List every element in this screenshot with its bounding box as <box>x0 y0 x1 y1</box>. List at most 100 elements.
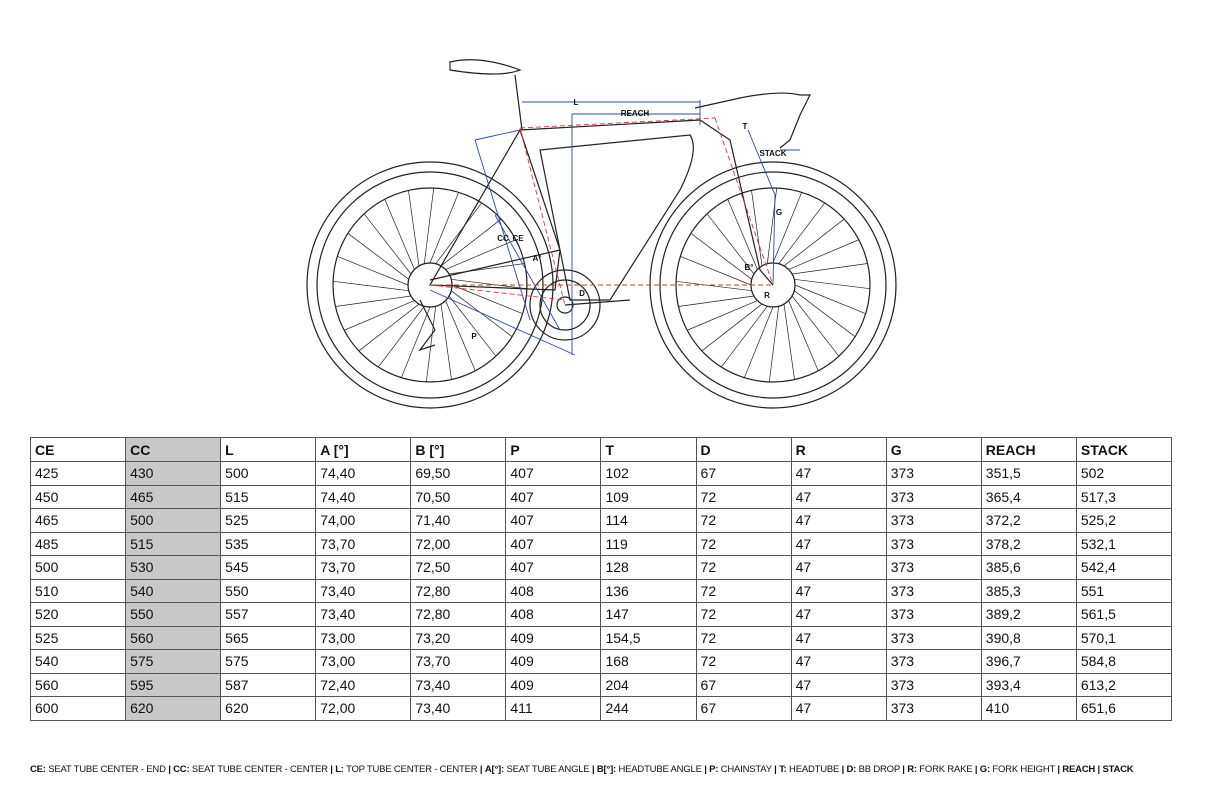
table-cell: 114 <box>600 508 697 533</box>
table-cell: 47 <box>790 508 887 533</box>
table-cell: 72 <box>695 531 792 556</box>
table-cell: 72,40 <box>315 672 412 697</box>
table-cell: 154,5 <box>600 625 697 650</box>
table-cell: 502 <box>1075 461 1173 486</box>
legend-key: G: <box>979 764 990 775</box>
table-cell: 102 <box>600 461 697 486</box>
table-cell: 73,40 <box>315 602 412 627</box>
legend-desc: HEADTUBE ANGLE <box>618 764 702 775</box>
legend-desc: SEAT TUBE CENTER - CENTER <box>191 764 328 775</box>
legend-key: T: <box>779 764 787 775</box>
legend-desc: SEAT TUBE CENTER - END <box>48 764 166 775</box>
table-cell: 73,70 <box>410 649 507 674</box>
table-cell: 47 <box>790 602 887 627</box>
table-cell: 73,40 <box>410 696 507 721</box>
table-cell: 109 <box>600 484 697 509</box>
table-cell: 204 <box>600 672 697 697</box>
legend-separator: | <box>902 764 905 775</box>
table-cell: 67 <box>695 696 792 721</box>
legend: CE: SEAT TUBE CENTER - END | CC: SEAT TU… <box>30 764 1134 775</box>
table-row: 510 540 550 73,40 72,80 408 136 72 47 373 385,3 551 <box>29 578 1173 603</box>
table-cell: 600 <box>29 696 127 721</box>
table-cell: 47 <box>790 461 887 486</box>
table-cell: 390,8 <box>980 625 1077 650</box>
table-row: 485 515 535 73,70 72,00 407 119 72 47 373 378,2 532… <box>29 531 1173 556</box>
legend-key: P: <box>709 764 719 775</box>
legend-desc: SEAT TUBE ANGLE <box>506 764 590 775</box>
bike-drawing <box>306 59 897 409</box>
table-cell: 373 <box>885 649 982 674</box>
legend-key: CE: <box>30 764 46 775</box>
table-cell: 408 <box>505 602 602 627</box>
table-cell: 373 <box>885 508 982 533</box>
table-cell: 69,50 <box>410 461 507 486</box>
table-cell: 73,70 <box>315 555 412 580</box>
table-cell: 373 <box>885 531 982 556</box>
table-cell: 73,40 <box>315 578 412 603</box>
legend-key: B[°]: <box>596 764 617 775</box>
legend-desc: HEADTUBE <box>789 764 840 775</box>
header-cell: B [°] <box>410 437 507 462</box>
table-row: 525 560 565 73,00 73,20 409 154,5 72 47 373 390,8 5… <box>29 625 1173 650</box>
table-cell: 500 <box>29 555 127 580</box>
table-cell: 73,00 <box>315 649 412 674</box>
legend-desc: CHAINSTAY <box>720 764 772 775</box>
header-cell: CE <box>29 437 127 462</box>
table-cell: 373 <box>885 625 982 650</box>
diagram-label: A° <box>533 254 542 263</box>
table-cell: 47 <box>790 555 887 580</box>
table-cell: 565 <box>220 625 317 650</box>
table-cell: 540 <box>125 578 222 603</box>
table-cell: 465 <box>125 484 222 509</box>
table-cell: 373 <box>885 578 982 603</box>
table-cell: 373 <box>885 672 982 697</box>
legend-key: D: <box>846 764 857 775</box>
table-cell: 378,2 <box>980 531 1077 556</box>
table-cell: 74,00 <box>315 508 412 533</box>
table-cell: 560 <box>29 672 127 697</box>
legend-key: REACH <box>1062 764 1096 775</box>
legend-desc: FORK HEIGHT <box>992 764 1055 775</box>
table-row: 465 500 525 74,00 71,40 407 114 72 47 373 372,2 525… <box>29 508 1173 533</box>
table-cell: 542,4 <box>1075 555 1173 580</box>
table-cell: 620 <box>220 696 317 721</box>
table-cell: 373 <box>885 696 982 721</box>
table-cell: 515 <box>220 484 317 509</box>
table-cell: 72 <box>695 484 792 509</box>
table-cell: 535 <box>220 531 317 556</box>
table-cell: 465 <box>29 508 127 533</box>
table-cell: 515 <box>125 531 222 556</box>
table-cell: 365,4 <box>980 484 1077 509</box>
table-cell: 72,80 <box>410 602 507 627</box>
legend-desc: BB DROP <box>858 764 900 775</box>
table-cell: 561,5 <box>1075 602 1173 627</box>
table-cell: 450 <box>29 484 127 509</box>
table-cell: 584,8 <box>1075 649 1173 674</box>
table-cell: 500 <box>125 508 222 533</box>
table-cell: 500 <box>220 461 317 486</box>
diagram-label: STACK <box>760 149 787 158</box>
table-cell: 72 <box>695 578 792 603</box>
table-cell: 396,7 <box>980 649 1077 674</box>
legend-desc: FORK RAKE <box>919 764 973 775</box>
table-cell: 620 <box>125 696 222 721</box>
table-cell: 430 <box>125 461 222 486</box>
table-cell: 530 <box>125 555 222 580</box>
table-cell: 47 <box>790 578 887 603</box>
table-cell: 510 <box>29 578 127 603</box>
legend-separator: | <box>1097 764 1101 775</box>
table-cell: 373 <box>885 602 982 627</box>
table-cell: 393,4 <box>980 672 1077 697</box>
diagram-label: P <box>471 332 477 341</box>
legend-key: L: <box>335 764 344 775</box>
table-cell: 72,80 <box>410 578 507 603</box>
table-cell: 72 <box>695 555 792 580</box>
legend-separator: | <box>974 764 978 775</box>
table-cell: 67 <box>695 672 792 697</box>
table-cell: 147 <box>600 602 697 627</box>
diagram-label: B° <box>745 263 754 272</box>
header-cell: G <box>885 437 982 462</box>
table-cell: 72 <box>695 508 792 533</box>
table-cell: 72 <box>695 625 792 650</box>
